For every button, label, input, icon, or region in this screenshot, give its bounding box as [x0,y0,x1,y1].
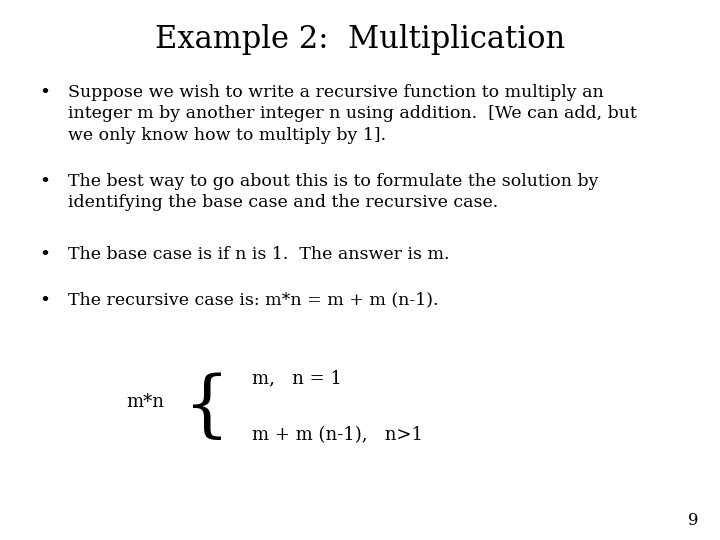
Text: m + m (n-1),   n>1: m + m (n-1), n>1 [252,426,423,444]
Text: 9: 9 [688,512,698,529]
Text: •: • [40,173,50,191]
Text: m*n: m*n [126,393,164,411]
Text: The best way to go about this is to formulate the solution by
identifying the ba: The best way to go about this is to form… [68,173,599,211]
Text: m,   n = 1: m, n = 1 [252,369,342,387]
Text: The recursive case is: m*n = m + m (n-1).: The recursive case is: m*n = m + m (n-1)… [68,292,439,308]
Text: •: • [40,292,50,309]
Text: Suppose we wish to write a recursive function to multiply an
integer m by anothe: Suppose we wish to write a recursive fun… [68,84,637,144]
Text: The base case is if n is 1.  The answer is m.: The base case is if n is 1. The answer i… [68,246,450,262]
Text: •: • [40,246,50,264]
Text: Example 2:  Multiplication: Example 2: Multiplication [155,24,565,55]
Text: •: • [40,84,50,102]
Text: {: { [184,373,230,443]
